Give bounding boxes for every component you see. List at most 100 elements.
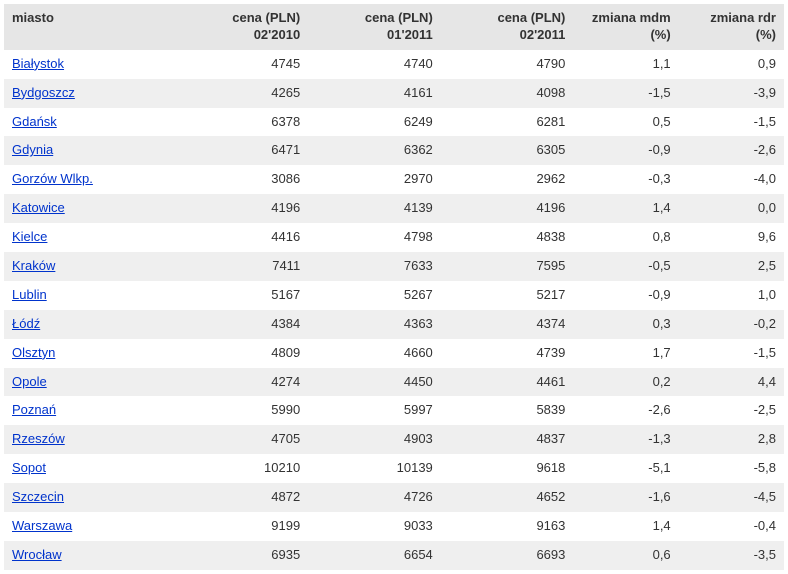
col-header-text-l2: 02'2011 [520, 27, 566, 42]
col-header-text-l2: (%) [650, 27, 670, 42]
value-cell-c2011_01: 4139 [308, 194, 441, 223]
city-link[interactable]: Poznań [12, 402, 56, 417]
value-cell-c2011_02: 4461 [441, 368, 574, 397]
table-row: Bydgoszcz426541614098-1,5-3,9 [4, 79, 784, 108]
value-cell-c2010_02: 5990 [176, 396, 309, 425]
table-header-row: miasto cena (PLN) 02'2010 cena (PLN) 01'… [4, 4, 784, 50]
value-cell-mdm: -0,9 [573, 281, 678, 310]
city-link[interactable]: Opole [12, 374, 47, 389]
city-cell: Opole [4, 368, 176, 397]
city-cell: Warszawa [4, 512, 176, 541]
value-cell-rdr: -1,5 [679, 339, 784, 368]
city-link[interactable]: Kraków [12, 258, 55, 273]
value-cell-c2011_01: 6249 [308, 108, 441, 137]
city-link[interactable]: Lublin [12, 287, 47, 302]
city-cell: Rzeszów [4, 425, 176, 454]
city-link[interactable]: Szczecin [12, 489, 64, 504]
city-link[interactable]: Gorzów Wlkp. [12, 171, 93, 186]
value-cell-mdm: -2,6 [573, 396, 678, 425]
city-link[interactable]: Katowice [12, 200, 65, 215]
value-cell-c2011_01: 2970 [308, 165, 441, 194]
table-row: Opole4274445044610,24,4 [4, 368, 784, 397]
col-header-text-l2: 01'2011 [387, 27, 433, 42]
city-cell: Białystok [4, 50, 176, 79]
value-cell-mdm: 0,8 [573, 223, 678, 252]
col-header-cena-2011-01: cena (PLN) 01'2011 [308, 4, 441, 50]
value-cell-mdm: -1,5 [573, 79, 678, 108]
table-row: Białystok4745474047901,10,9 [4, 50, 784, 79]
city-link[interactable]: Rzeszów [12, 431, 65, 446]
city-link[interactable]: Gdańsk [12, 114, 57, 129]
table-body: Białystok4745474047901,10,9Bydgoszcz4265… [4, 50, 784, 570]
value-cell-c2010_02: 6471 [176, 136, 309, 165]
table-row: Szczecin487247264652-1,6-4,5 [4, 483, 784, 512]
value-cell-c2011_02: 4098 [441, 79, 574, 108]
col-header-text-l1: zmiana rdr [710, 10, 776, 25]
city-link[interactable]: Gdynia [12, 142, 53, 157]
table-row: Gdańsk6378624962810,5-1,5 [4, 108, 784, 137]
value-cell-rdr: 2,5 [679, 252, 784, 281]
value-cell-mdm: 1,1 [573, 50, 678, 79]
table-row: Warszawa9199903391631,4-0,4 [4, 512, 784, 541]
value-cell-rdr: 9,6 [679, 223, 784, 252]
city-cell: Gdynia [4, 136, 176, 165]
col-header-text-l1: zmiana mdm [592, 10, 671, 25]
city-cell: Poznań [4, 396, 176, 425]
col-header-text-l1: cena (PLN) [232, 10, 300, 25]
value-cell-rdr: -4,0 [679, 165, 784, 194]
value-cell-c2011_01: 5997 [308, 396, 441, 425]
value-cell-c2011_02: 6305 [441, 136, 574, 165]
table-row: Kielce4416479848380,89,6 [4, 223, 784, 252]
table-row: Gorzów Wlkp.308629702962-0,3-4,0 [4, 165, 784, 194]
value-cell-c2011_01: 10139 [308, 454, 441, 483]
city-link[interactable]: Kielce [12, 229, 47, 244]
value-cell-c2011_01: 4798 [308, 223, 441, 252]
col-header-miasto: miasto [4, 4, 176, 50]
value-cell-c2011_02: 2962 [441, 165, 574, 194]
value-cell-c2010_02: 4265 [176, 79, 309, 108]
value-cell-c2010_02: 4745 [176, 50, 309, 79]
value-cell-c2010_02: 4196 [176, 194, 309, 223]
value-cell-mdm: 1,7 [573, 339, 678, 368]
city-link[interactable]: Olsztyn [12, 345, 55, 360]
value-cell-c2011_01: 6362 [308, 136, 441, 165]
city-link[interactable]: Sopot [12, 460, 46, 475]
value-cell-c2010_02: 6378 [176, 108, 309, 137]
value-cell-c2011_01: 5267 [308, 281, 441, 310]
table-row: Wrocław6935665466930,6-3,5 [4, 541, 784, 570]
value-cell-rdr: 0,0 [679, 194, 784, 223]
col-header-zmiana-rdr: zmiana rdr (%) [679, 4, 784, 50]
city-link[interactable]: Łódź [12, 316, 40, 331]
value-cell-c2010_02: 4705 [176, 425, 309, 454]
value-cell-c2011_02: 4196 [441, 194, 574, 223]
value-cell-c2011_01: 4726 [308, 483, 441, 512]
city-cell: Olsztyn [4, 339, 176, 368]
value-cell-c2010_02: 4809 [176, 339, 309, 368]
value-cell-c2010_02: 9199 [176, 512, 309, 541]
city-link[interactable]: Białystok [12, 56, 64, 71]
table-row: Sopot10210101399618-5,1-5,8 [4, 454, 784, 483]
city-cell: Wrocław [4, 541, 176, 570]
city-link[interactable]: Bydgoszcz [12, 85, 75, 100]
price-table: miasto cena (PLN) 02'2010 cena (PLN) 01'… [4, 4, 784, 570]
table-row: Łódź4384436343740,3-0,2 [4, 310, 784, 339]
value-cell-c2010_02: 7411 [176, 252, 309, 281]
value-cell-c2011_01: 4903 [308, 425, 441, 454]
table-row: Gdynia647163626305-0,9-2,6 [4, 136, 784, 165]
value-cell-rdr: 4,4 [679, 368, 784, 397]
city-cell: Sopot [4, 454, 176, 483]
value-cell-c2011_02: 4652 [441, 483, 574, 512]
price-table-container: miasto cena (PLN) 02'2010 cena (PLN) 01'… [0, 0, 788, 574]
value-cell-c2011_01: 4660 [308, 339, 441, 368]
value-cell-c2011_02: 4838 [441, 223, 574, 252]
value-cell-mdm: -1,6 [573, 483, 678, 512]
city-link[interactable]: Wrocław [12, 547, 62, 562]
city-link[interactable]: Warszawa [12, 518, 72, 533]
city-cell: Lublin [4, 281, 176, 310]
value-cell-c2011_02: 9618 [441, 454, 574, 483]
value-cell-c2011_01: 4363 [308, 310, 441, 339]
value-cell-c2011_02: 7595 [441, 252, 574, 281]
value-cell-mdm: 0,2 [573, 368, 678, 397]
value-cell-c2011_02: 6281 [441, 108, 574, 137]
table-row: Kraków741176337595-0,52,5 [4, 252, 784, 281]
